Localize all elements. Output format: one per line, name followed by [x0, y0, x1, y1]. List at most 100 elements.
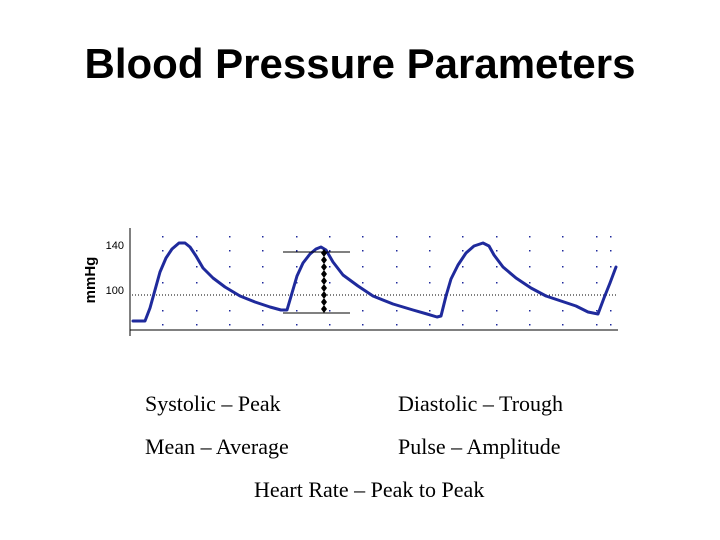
- grid-dot: [162, 324, 164, 326]
- pressure-waveform: [131, 241, 618, 323]
- grid-dot: [462, 236, 464, 238]
- grid-dot: [329, 236, 331, 238]
- grid-dot: [296, 250, 298, 252]
- grid-dot: [429, 324, 431, 326]
- grid-dot: [596, 250, 598, 252]
- grid-dot: [296, 236, 298, 238]
- term-mean: Mean – Average: [145, 434, 289, 459]
- grid-dot: [229, 310, 231, 312]
- grid-dot: [196, 266, 198, 268]
- grid-dot: [596, 266, 598, 268]
- grid-dot: [329, 310, 331, 312]
- grid-dot: [162, 236, 164, 238]
- grid-dot: [496, 236, 498, 238]
- term-systolic: Systolic – Peak: [145, 391, 281, 416]
- grid-dot: [362, 282, 364, 284]
- grid-dot: [462, 266, 464, 268]
- grid-dot: [496, 250, 498, 252]
- grid-dot: [262, 310, 264, 312]
- grid-dot: [196, 250, 198, 252]
- grid-dot: [462, 324, 464, 326]
- grid-dot: [362, 324, 364, 326]
- pulse-amplitude-markers: [321, 249, 327, 313]
- grid-dot: [529, 282, 531, 284]
- grid-dot: [496, 310, 498, 312]
- tick-label-100: 100: [106, 285, 124, 297]
- grid-dot: [196, 324, 198, 326]
- grid-dot: [462, 282, 464, 284]
- grid-dot: [596, 236, 598, 238]
- grid-dot: [562, 282, 564, 284]
- grid-dot: [229, 282, 231, 284]
- page-title: Blood Pressure Parameters: [84, 40, 636, 87]
- grid-dot: [196, 236, 198, 238]
- grid-dot: [562, 266, 564, 268]
- grid-dot: [462, 310, 464, 312]
- grid-dot: [529, 310, 531, 312]
- grid-dot: [396, 324, 398, 326]
- grid-dot: [610, 310, 612, 312]
- grid-dot: [362, 250, 364, 252]
- grid-dot: [229, 250, 231, 252]
- term-pulse: Pulse – Amplitude: [398, 434, 561, 459]
- grid-dot: [596, 324, 598, 326]
- grid-dot: [562, 236, 564, 238]
- grid-dot: [529, 236, 531, 238]
- grid-dot: [329, 250, 331, 252]
- grid-dot: [529, 266, 531, 268]
- grid-dot: [562, 310, 564, 312]
- grid-dots: [162, 236, 612, 326]
- term-diastolic: Diastolic – Trough: [398, 391, 564, 416]
- grid-dot: [429, 250, 431, 252]
- grid-dot: [610, 324, 612, 326]
- grid-dot: [429, 266, 431, 268]
- grid-dot: [396, 266, 398, 268]
- grid-dot: [562, 250, 564, 252]
- grid-dot: [196, 282, 198, 284]
- grid-dot: [162, 282, 164, 284]
- grid-dot: [529, 324, 531, 326]
- grid-dot: [396, 236, 398, 238]
- grid-dot: [362, 266, 364, 268]
- grid-dot: [262, 266, 264, 268]
- grid-dot: [429, 236, 431, 238]
- grid-dot: [262, 324, 264, 326]
- grid-dot: [296, 282, 298, 284]
- grid-dot: [610, 236, 612, 238]
- term-heart-rate: Heart Rate – Peak to Peak: [254, 477, 485, 502]
- grid-dot: [610, 250, 612, 252]
- grid-dot: [329, 324, 331, 326]
- grid-dot: [562, 324, 564, 326]
- grid-dot: [229, 236, 231, 238]
- grid-dot: [296, 324, 298, 326]
- grid-dot: [396, 310, 398, 312]
- grid-dot: [262, 282, 264, 284]
- grid-dot: [329, 282, 331, 284]
- grid-dot: [529, 250, 531, 252]
- grid-dot: [229, 266, 231, 268]
- grid-dot: [162, 310, 164, 312]
- grid-dot: [429, 282, 431, 284]
- grid-dot: [496, 266, 498, 268]
- grid-dot: [462, 250, 464, 252]
- grid-dot: [362, 310, 364, 312]
- grid-dot: [596, 310, 598, 312]
- grid-dot: [496, 282, 498, 284]
- y-axis-label: mmHg: [82, 257, 99, 304]
- grid-dot: [429, 310, 431, 312]
- grid-dot: [229, 324, 231, 326]
- grid-dot: [496, 324, 498, 326]
- grid-dot: [262, 250, 264, 252]
- grid-dot: [362, 236, 364, 238]
- grid-dot: [262, 236, 264, 238]
- grid-dot: [396, 250, 398, 252]
- grid-dot: [596, 282, 598, 284]
- grid-dot: [329, 266, 331, 268]
- tick-label-140: 140: [106, 240, 124, 252]
- grid-dot: [296, 310, 298, 312]
- grid-dot: [610, 266, 612, 268]
- grid-dot: [196, 310, 198, 312]
- grid-dot: [296, 266, 298, 268]
- grid-dot: [162, 250, 164, 252]
